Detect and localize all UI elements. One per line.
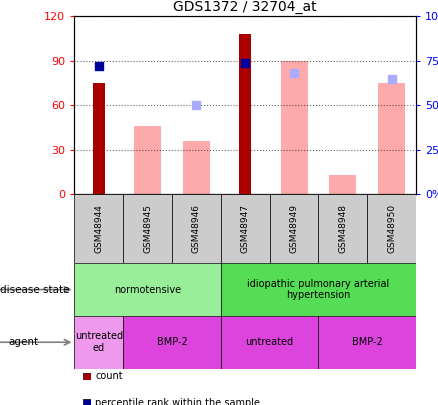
Bar	[172, 194, 221, 263]
Point	[242, 59, 249, 66]
Text: GSM48945: GSM48945	[143, 205, 152, 253]
Text: GSM48950: GSM48950	[387, 204, 396, 254]
Text: GSM48946: GSM48946	[192, 205, 201, 253]
Bar	[378, 83, 405, 194]
Text: GSM48947: GSM48947	[241, 205, 250, 253]
Bar	[221, 194, 270, 263]
Text: untreated: untreated	[246, 337, 294, 347]
Bar	[74, 194, 123, 263]
Text: BMP-2: BMP-2	[352, 337, 383, 347]
Text: untreated
ed: untreated ed	[75, 331, 123, 353]
Point	[193, 102, 200, 109]
Bar	[93, 83, 105, 194]
Bar	[74, 316, 123, 369]
Text: GSM48949: GSM48949	[290, 205, 299, 253]
Point	[388, 75, 395, 82]
Bar	[134, 126, 161, 194]
Bar	[329, 175, 356, 194]
Bar	[123, 316, 221, 369]
Bar	[367, 194, 416, 263]
Bar	[183, 141, 210, 194]
Bar	[74, 263, 221, 316]
Bar	[221, 263, 416, 316]
Text: BMP-2: BMP-2	[157, 337, 187, 347]
Title: GDS1372 / 32704_at: GDS1372 / 32704_at	[173, 0, 317, 14]
Text: GSM48948: GSM48948	[339, 205, 347, 253]
Text: idiopathic pulmonary arterial
hypertension: idiopathic pulmonary arterial hypertensi…	[247, 279, 390, 301]
Text: normotensive: normotensive	[114, 285, 181, 294]
Bar	[239, 34, 251, 194]
Point	[290, 70, 297, 77]
Text: disease state: disease state	[0, 285, 70, 294]
Bar	[281, 61, 307, 194]
Bar	[123, 194, 172, 263]
Bar	[318, 316, 416, 369]
Text: GSM48944: GSM48944	[94, 205, 103, 253]
Text: agent: agent	[9, 337, 39, 347]
Text: count: count	[95, 371, 123, 381]
Bar	[221, 316, 318, 369]
Text: percentile rank within the sample: percentile rank within the sample	[95, 398, 261, 405]
Bar	[318, 194, 367, 263]
Point	[95, 63, 102, 69]
Bar	[270, 194, 318, 263]
